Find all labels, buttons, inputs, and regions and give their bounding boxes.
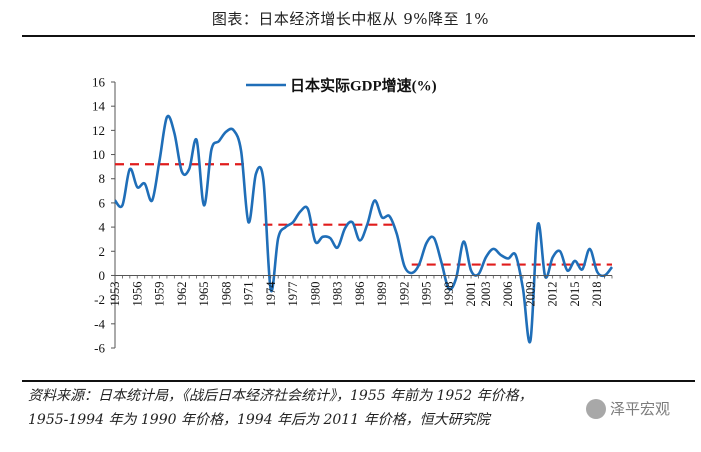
y-tick-label: 8 [99,171,106,186]
y-tick-label: 4 [99,220,106,235]
gdp-growth-series-line [114,114,614,344]
x-tick-label: 1959 [153,281,167,306]
source-divider [22,380,695,382]
x-tick-label: 1974 [264,281,278,307]
source-note: 资料来源：日本统计局，《战后日本经济社会统计》，1955 年前为 1952 年价… [28,384,678,432]
x-tick-label: 1968 [219,281,233,306]
x-tick-label: 1986 [353,281,367,306]
legend: 日本实际GDP增速(%) [246,77,437,95]
x-tick-label: 1980 [308,281,322,306]
x-tick-label: 1953 [108,281,122,306]
x-tick-label: 1971 [242,281,256,306]
y-tick-label: -2 [94,292,105,307]
y-tick-label: -4 [94,316,105,331]
x-tick-label: 1992 [397,281,411,306]
source-line-1: 资料来源：日本统计局，《战后日本经济社会统计》，1955 年前为 1952 年价… [28,388,533,404]
y-tick-label: 12 [92,123,105,138]
y-tick-label: -6 [94,341,105,356]
x-tick-label: 1983 [331,281,345,306]
watermark-text: 泽平宏观 [610,400,671,418]
source-line-2: 1955-1994 年为 1990 年价格，1994 年后为 2011 年价格，… [28,412,490,428]
x-tick-label: 2018 [590,281,604,306]
x-axis: 1953 1956 1959 1962 1965 1968 1971 1974 1977 1980… [108,274,613,307]
title-divider [22,35,695,37]
x-tick-label: 1965 [197,281,211,306]
x-tick-label: 2006 [501,281,515,306]
x-tick-label: 2009 [523,281,537,306]
x-tick-label: 1998 [442,281,456,306]
y-tick-label: 0 [99,268,106,283]
x-tick-label: 2003 [479,281,493,306]
x-tick-label: 2001 [464,281,478,306]
watermark: 泽平宏观 [586,398,670,419]
y-tick-label: 2 [99,244,106,259]
gdp-growth-chart: 16 14 12 10 8 6 4 2 0 -2 -4 -6 1953 1956 1959 1962 1965… [92,75,614,356]
series-layer [114,114,614,344]
y-axis: 16 14 12 10 8 6 4 2 0 -2 -4 -6 [92,75,116,356]
x-tick-label: 2015 [568,281,582,306]
y-tick-label: 10 [92,147,105,162]
y-tick-label: 6 [99,195,106,210]
wechat-logo-icon [586,398,606,419]
x-tick-label: 1962 [175,281,189,306]
y-tick-label: 14 [92,99,106,114]
y-tick-label: 16 [92,75,106,90]
x-tick-label: 1956 [130,281,144,306]
legend-label: 日本实际GDP增速(%) [290,77,437,95]
chart-title: 图表：日本经济增长中枢从 9%降至 1% [211,10,490,28]
reference-lines [115,163,612,266]
x-tick-label: 1989 [375,281,389,306]
x-tick-label: 2012 [546,281,560,306]
x-tick-label: 1977 [286,281,300,306]
x-tick-label: 1995 [420,281,434,306]
